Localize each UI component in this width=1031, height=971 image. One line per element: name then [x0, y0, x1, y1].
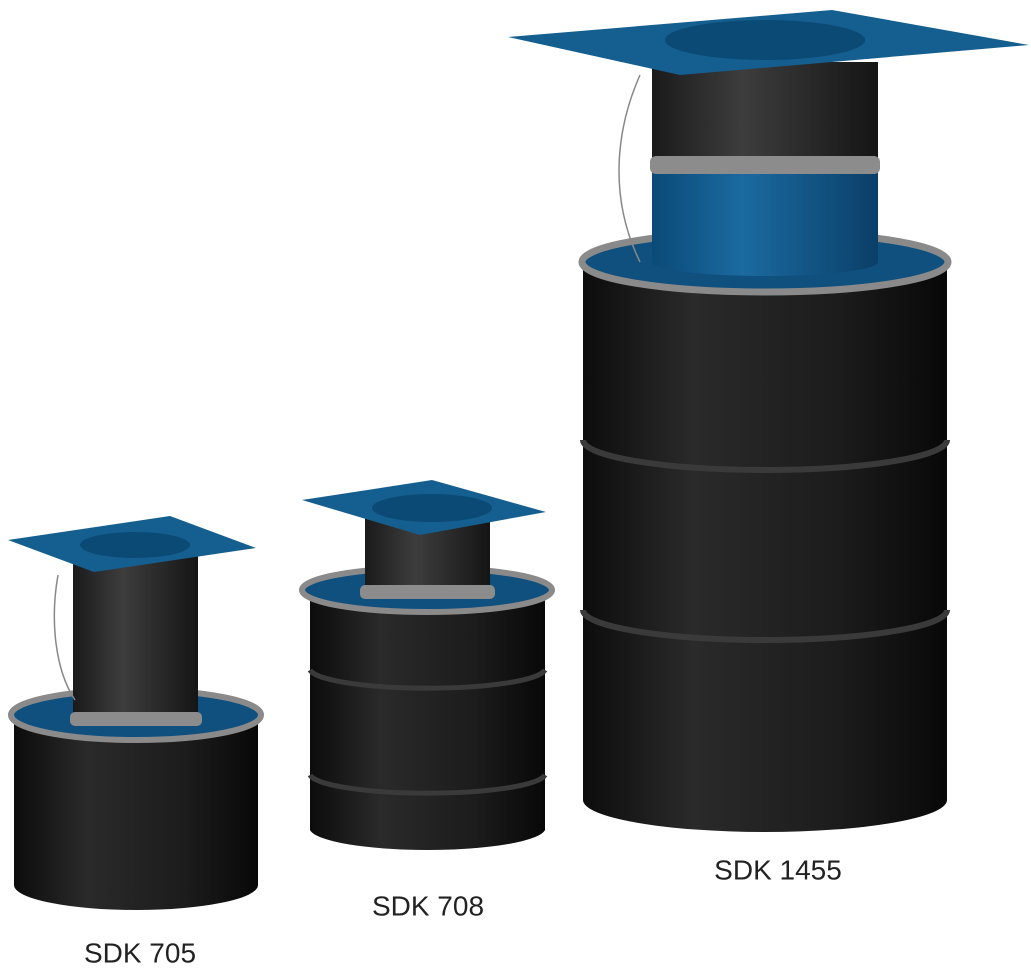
product-label: SDK 708: [372, 890, 484, 921]
drum-sdk-708: [299, 480, 555, 850]
product-label: SDK 1455: [714, 854, 842, 885]
product-label: SDK 705: [84, 937, 196, 968]
drum-sdk-1455: [508, 10, 1029, 832]
drum-sdk-705: [8, 516, 264, 910]
